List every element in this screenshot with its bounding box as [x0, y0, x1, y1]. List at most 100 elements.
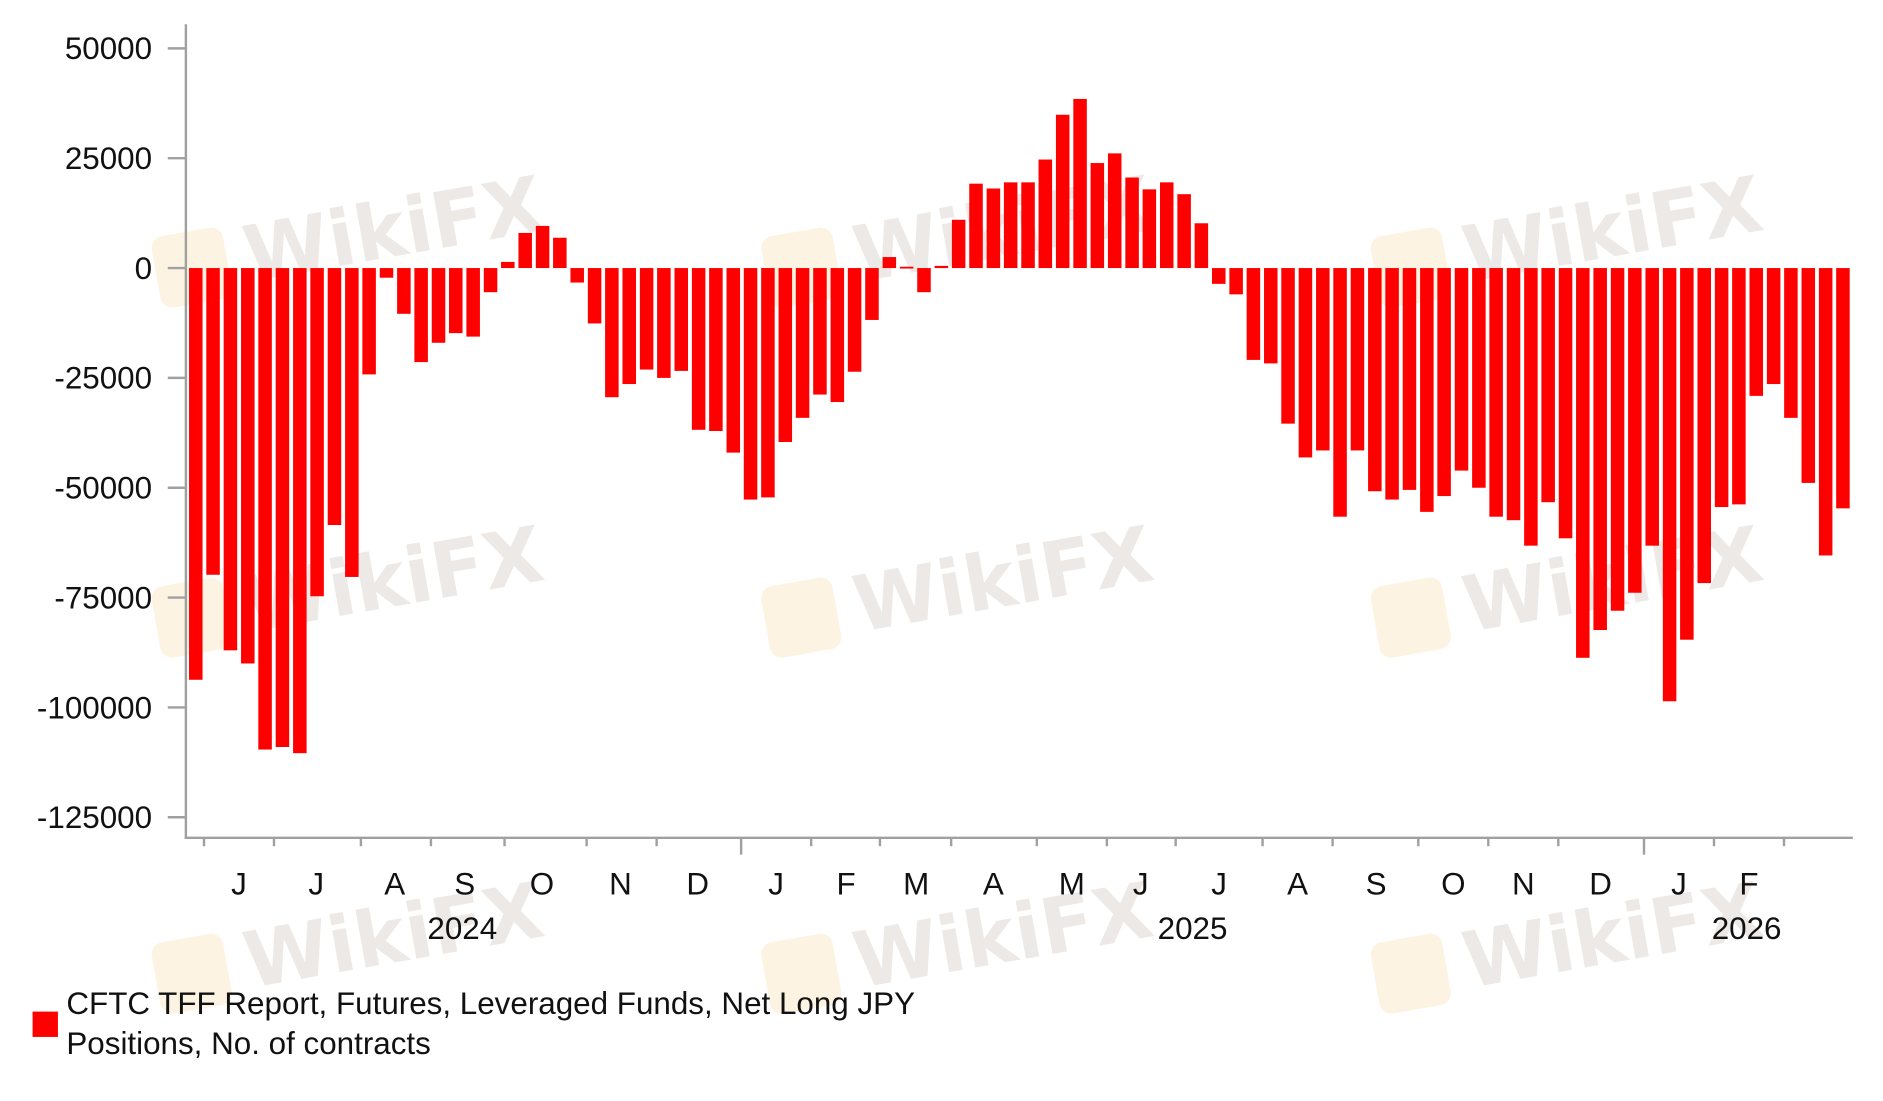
x-month-label: F — [1739, 867, 1758, 902]
bar — [986, 188, 1001, 269]
bar — [1558, 268, 1573, 539]
bar — [1454, 268, 1469, 471]
bar — [1055, 114, 1070, 269]
watermark-emblem-icon — [761, 577, 842, 658]
y-tick-label: -25000 — [54, 361, 152, 396]
bar — [1541, 268, 1555, 503]
bar — [1524, 268, 1538, 546]
bar — [1732, 268, 1746, 505]
bar — [969, 183, 983, 269]
y-tick-label: 50000 — [65, 31, 152, 66]
bar — [622, 268, 636, 385]
bar — [379, 268, 394, 278]
bar — [1420, 268, 1434, 512]
y-tick-label: -100000 — [37, 690, 152, 725]
bar — [1177, 194, 1191, 269]
bar — [1576, 268, 1590, 658]
watermark-logo: WikiFX — [761, 510, 1160, 658]
bar — [1159, 182, 1174, 269]
bar — [1472, 268, 1486, 488]
x-month-label: J — [1671, 867, 1687, 902]
bar — [483, 268, 498, 293]
bar — [310, 268, 324, 597]
bar — [1333, 268, 1347, 517]
bar — [1212, 268, 1226, 284]
bar — [1368, 268, 1382, 492]
x-month-label: D — [686, 867, 709, 902]
bar — [830, 268, 845, 403]
bar — [639, 268, 654, 370]
x-year-label: 2025 — [1158, 911, 1228, 946]
bar — [258, 268, 272, 750]
y-tick-label: -50000 — [54, 471, 152, 506]
bar — [1385, 268, 1399, 500]
bar — [587, 268, 602, 324]
bar — [1610, 268, 1625, 611]
bar — [1836, 268, 1850, 509]
bar — [327, 268, 342, 526]
x-axis: J J A S O N D J F M A M J J A S O N D J F 2024 2025 2026 — [202, 837, 1786, 946]
bar — [1194, 223, 1209, 269]
x-month-label: M — [903, 867, 929, 902]
bar — [1766, 268, 1781, 385]
x-year-label: 2024 — [427, 911, 497, 946]
bars — [189, 98, 1850, 754]
bar — [1402, 268, 1417, 490]
x-month-label: F — [837, 867, 856, 902]
bar — [1038, 159, 1053, 269]
bar — [206, 268, 220, 575]
x-month-label: J — [1211, 867, 1227, 902]
bar — [362, 268, 376, 375]
bar — [1489, 268, 1503, 517]
bar — [691, 268, 706, 430]
x-month-label: S — [1366, 867, 1387, 902]
bar — [1697, 268, 1711, 584]
bar — [553, 237, 567, 269]
bar — [501, 261, 515, 269]
bar — [1264, 268, 1278, 364]
bar — [1784, 268, 1798, 418]
bar — [241, 268, 255, 664]
bar — [1628, 268, 1642, 593]
x-month-label: N — [609, 867, 632, 902]
legend-swatch — [32, 1011, 58, 1037]
bar — [466, 268, 480, 337]
bar — [847, 268, 862, 372]
x-month-label: S — [454, 867, 475, 902]
x-month-label: J — [231, 867, 247, 902]
bar — [1680, 268, 1694, 640]
legend-label-line2: Positions, No. of contracts — [66, 1026, 430, 1061]
bar — [657, 268, 671, 378]
watermark-emblem-icon — [761, 933, 842, 1014]
bar — [1142, 189, 1157, 269]
bar — [899, 266, 914, 269]
watermark-emblem-icon — [1370, 577, 1451, 658]
bar — [1714, 268, 1729, 508]
bar — [1437, 268, 1451, 497]
y-tick-label: -125000 — [37, 800, 152, 835]
bar — [882, 257, 897, 269]
bar — [951, 219, 966, 269]
y-tick-label: 0 — [135, 251, 152, 286]
bar — [189, 268, 203, 680]
bar — [726, 268, 741, 453]
watermark-logo: WikiFX — [1370, 866, 1769, 1014]
bar — [813, 268, 827, 395]
bar — [1246, 268, 1261, 360]
bar — [535, 225, 550, 269]
bar — [1350, 268, 1365, 451]
bar — [1818, 268, 1833, 556]
watermark-text: WikiFX — [847, 510, 1160, 651]
x-year-label: 2026 — [1712, 911, 1782, 946]
y-tick-label: -75000 — [54, 580, 152, 615]
x-month-label: J — [1133, 867, 1149, 902]
bar — [570, 268, 584, 283]
bar — [865, 268, 879, 320]
bar — [1593, 268, 1607, 631]
bar — [449, 268, 463, 334]
x-month-label: J — [768, 867, 784, 902]
bar — [1645, 268, 1659, 546]
bar — [414, 268, 428, 363]
bar — [431, 268, 446, 343]
bar — [674, 268, 689, 371]
